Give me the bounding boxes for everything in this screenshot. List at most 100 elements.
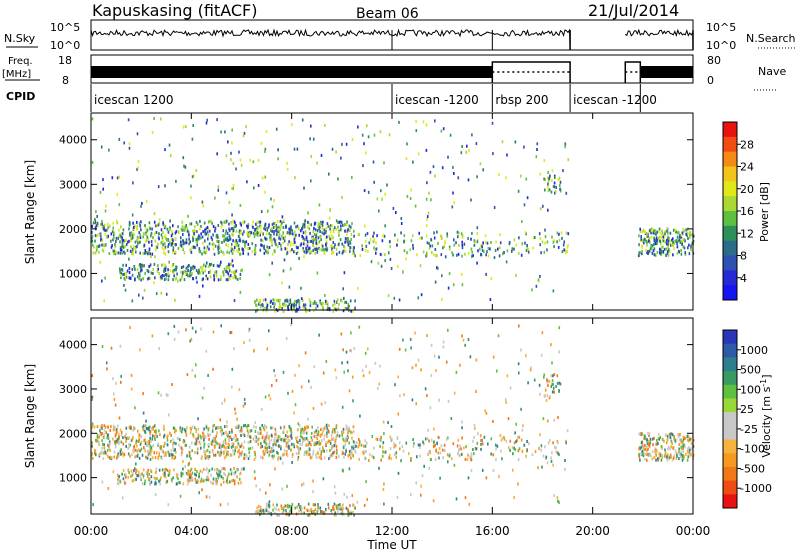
cbar-cell-10 — [723, 466, 737, 482]
velocity-cell-2070 — [469, 355, 472, 359]
power-cell-1163 — [283, 302, 285, 306]
power-cell-540 — [252, 225, 254, 229]
velocity-cell-1911 — [221, 401, 223, 405]
power-cell-1117 — [139, 273, 141, 277]
power-cell-1924 — [489, 298, 492, 301]
power-cell-1000 — [126, 269, 129, 273]
power-cell-1926 — [198, 294, 201, 298]
velocity-cell-1968 — [359, 414, 361, 418]
power-cell-869 — [195, 238, 198, 241]
power-cell-527 — [188, 233, 190, 237]
power-cell-453 — [302, 249, 305, 253]
velocity-cell-1290 — [516, 439, 518, 443]
power-cell-1724 — [264, 147, 267, 151]
power-cell-1945 — [235, 269, 238, 273]
velocity-cell-1021 — [214, 479, 217, 483]
power-cell-570 — [144, 226, 147, 230]
power-cell-1912 — [252, 160, 255, 164]
power-cell-649 — [265, 237, 267, 241]
velocity-cell-507 — [206, 448, 209, 452]
velocity-cell-604 — [101, 426, 103, 430]
power-cell-1609 — [649, 228, 651, 232]
velocity-cell-1800 — [112, 377, 114, 381]
power-cell-179 — [94, 251, 97, 255]
power-cell-1544 — [643, 241, 645, 245]
velocity-cell-1791 — [552, 463, 554, 467]
power-cell-193 — [104, 243, 107, 247]
velocity-cell-19 — [227, 434, 229, 438]
velocity-cell-870 — [203, 438, 205, 442]
velocity-cell-580 — [313, 442, 316, 446]
power-cell-691 — [243, 241, 246, 245]
power-cell-1425 — [357, 232, 360, 236]
velocity-cell-1674 — [689, 450, 692, 454]
power-cell-1069 — [169, 269, 172, 273]
power-cell-1129 — [336, 298, 339, 302]
velocity-cell-1276 — [312, 509, 314, 513]
power-cell-1045 — [209, 275, 212, 279]
velocity-cell-1101 — [149, 482, 151, 485]
power-cell-668 — [196, 230, 198, 234]
power-cell-1260 — [289, 298, 292, 302]
power-cell-880 — [271, 229, 274, 233]
power-cell-256 — [301, 234, 303, 238]
velocity-cell-321 — [113, 450, 116, 454]
power-cell-1588 — [666, 242, 668, 246]
velocity-cell-1419 — [466, 457, 469, 461]
velocity-cell-1384 — [433, 445, 435, 449]
power-cell-1101 — [131, 267, 134, 271]
velocity-cell-350 — [106, 433, 109, 437]
power-cell-373 — [169, 241, 171, 245]
velocity-cell-303 — [162, 450, 165, 454]
cbar-cell-3 — [723, 166, 737, 182]
power-cell-747 — [315, 241, 318, 245]
power-cell-1097 — [121, 267, 123, 271]
velocity-cell-981 — [213, 468, 216, 472]
power-cell-1989 — [341, 196, 343, 200]
velocity-cell-905 — [201, 479, 203, 483]
velocity-cell-4 — [312, 452, 314, 456]
power-cell-83 — [261, 239, 264, 243]
power-cell-2119 — [123, 283, 125, 287]
power-cell-927 — [186, 270, 188, 274]
velocity-cell-1369 — [508, 446, 510, 450]
cbar-cell-9 — [723, 255, 737, 271]
power-cell-2050 — [339, 238, 342, 242]
velocity-cell-1970 — [389, 435, 392, 439]
power-cell-1814 — [239, 158, 242, 162]
velocity-cell-89 — [224, 446, 227, 450]
power-cell-2063 — [349, 299, 352, 303]
velocity-cell-486 — [197, 436, 199, 440]
velocity-cell-494 — [260, 431, 262, 435]
velocity-cell-556 — [247, 424, 249, 428]
power-cell-528 — [224, 221, 227, 225]
velocity-cell-499 — [138, 434, 140, 438]
velocity-cell-640 — [247, 441, 250, 444]
power-cell-1789 — [426, 181, 428, 185]
velocity-cell-242 — [260, 442, 262, 446]
velocity-cell-206 — [320, 457, 323, 461]
freq-band-1 — [640, 66, 693, 78]
power-cell-1115 — [200, 268, 203, 272]
velocity-cell-1591 — [688, 453, 691, 457]
velocity-cell-830 — [208, 455, 211, 459]
velocity-cell-199 — [196, 451, 199, 455]
velocity-cell-1636 — [673, 437, 676, 441]
power-cell-2047 — [273, 199, 275, 202]
velocity-cell-1966 — [253, 450, 256, 454]
power-cell-1297 — [440, 234, 442, 238]
velocity-cell-2046 — [168, 454, 171, 457]
power-cell-345 — [261, 243, 263, 247]
velocity-cell-1842 — [335, 376, 338, 380]
velocity-cell-572 — [125, 432, 127, 436]
velocity-cell-1222 — [265, 509, 268, 513]
velocity-cell-282 — [247, 447, 250, 451]
velocity-cell-182 — [116, 455, 118, 459]
power-cell-1470 — [688, 252, 691, 256]
velocity-cell-1430 — [517, 449, 520, 453]
power-cell-857 — [348, 228, 351, 232]
velocity-cell-406 — [319, 455, 322, 459]
power-cell-1413 — [467, 251, 470, 255]
velocity-cell-599 — [184, 429, 187, 433]
